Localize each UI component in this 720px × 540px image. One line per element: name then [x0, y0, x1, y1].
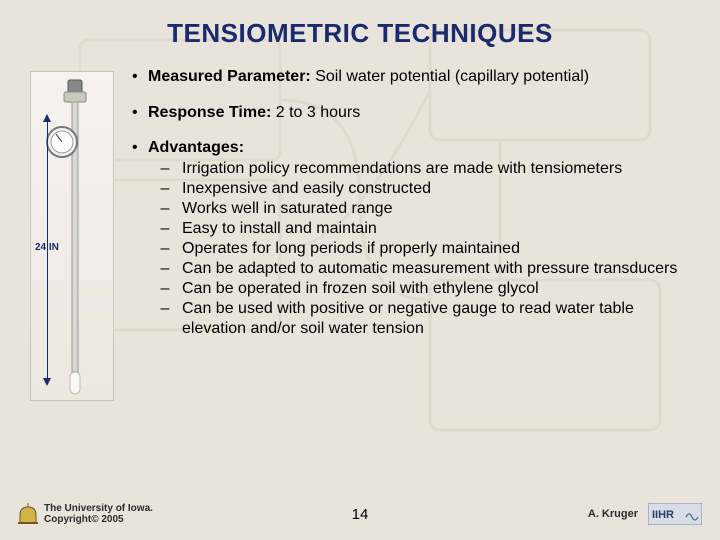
advantage-item: –Operates for long periods if properly m…: [148, 239, 692, 259]
tensiometer-icon: [42, 78, 102, 396]
footer-author: A. Kruger: [588, 508, 638, 520]
advantage-text: Irrigation policy recommendations are ma…: [182, 159, 692, 179]
advantage-text: Operates for long periods if properly ma…: [182, 239, 692, 259]
slide-title: TENSIOMETRIC TECHNIQUES: [28, 18, 692, 49]
advantage-text: Can be used with positive or negative ga…: [182, 299, 692, 339]
content-row: 24 IN • Measured Parameter: Soil water p…: [28, 67, 692, 401]
bullets-column: • Measured Parameter: Soil water potenti…: [130, 67, 692, 401]
advantage-text: Easy to install and maintain: [182, 219, 692, 239]
advantage-item: –Inexpensive and easily constructed: [148, 179, 692, 199]
footer-org-line1: The University of Iowa.: [44, 503, 153, 514]
device-column: 24 IN: [28, 67, 116, 401]
bullet-text: Soil water potential (capillary potentia…: [311, 68, 589, 85]
advantage-text: Inexpensive and easily constructed: [182, 179, 692, 199]
bullet-marker: •: [130, 139, 148, 339]
advantage-item: –Works well in saturated range: [148, 199, 692, 219]
bullet-label: Measured Parameter:: [148, 68, 311, 85]
dash-marker: –: [148, 159, 182, 179]
bullet-marker: •: [130, 67, 148, 87]
dash-marker: –: [148, 299, 182, 339]
dash-marker: –: [148, 199, 182, 219]
iihr-logo: IIHR: [648, 503, 702, 525]
advantage-text: Can be operated in frozen soil with ethy…: [182, 279, 692, 299]
bullet-advantages: • Advantages: –Irrigation policy recomme…: [130, 139, 692, 339]
dash-marker: –: [148, 239, 182, 259]
footer-left: The University of Iowa. Copyright© 2005: [18, 503, 153, 525]
page-number: 14: [352, 506, 369, 523]
dash-marker: –: [148, 179, 182, 199]
advantage-item: –Can be used with positive or negative g…: [148, 299, 692, 339]
slide-container: TENSIOMETRIC TECHNIQUES 24 IN: [0, 0, 720, 540]
dimension-label: 24 IN: [35, 242, 59, 253]
dome-icon: [18, 503, 38, 525]
advantage-item: –Easy to install and maintain: [148, 219, 692, 239]
advantage-text: Can be adapted to automatic measurement …: [182, 259, 692, 279]
advantage-item: –Can be operated in frozen soil with eth…: [148, 279, 692, 299]
footer-right: A. Kruger IIHR: [588, 503, 702, 525]
bullet-measured-parameter: • Measured Parameter: Soil water potenti…: [130, 67, 692, 87]
advantages-label: Advantages:: [148, 139, 692, 157]
bullet-text: 2 to 3 hours: [271, 104, 360, 121]
dimension-arrow-down: [43, 378, 51, 386]
advantage-text: Works well in saturated range: [182, 199, 692, 219]
advantage-item: –Can be adapted to automatic measurement…: [148, 259, 692, 279]
dash-marker: –: [148, 219, 182, 239]
advantage-item: –Irrigation policy recommendations are m…: [148, 159, 692, 179]
bullet-marker: •: [130, 103, 148, 123]
tensiometer-image: 24 IN: [30, 71, 114, 401]
advantages-list: –Irrigation policy recommendations are m…: [148, 159, 692, 339]
slide-footer: The University of Iowa. Copyright© 2005 …: [0, 498, 720, 530]
dimension-arrow-up: [43, 114, 51, 122]
dash-marker: –: [148, 259, 182, 279]
footer-org-line2: Copyright© 2005: [44, 514, 153, 525]
dash-marker: –: [148, 279, 182, 299]
svg-text:IIHR: IIHR: [652, 509, 674, 521]
bullet-response-time: • Response Time: 2 to 3 hours: [130, 103, 692, 123]
bullet-label: Response Time:: [148, 104, 271, 121]
